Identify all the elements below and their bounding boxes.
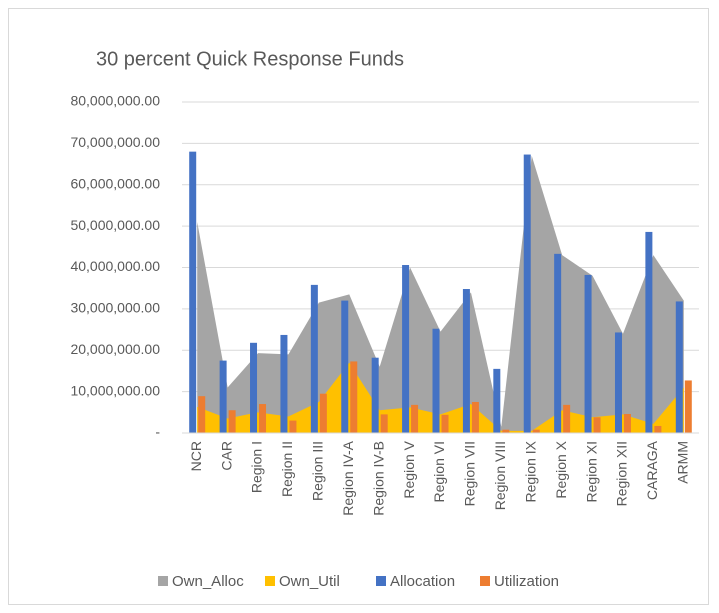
bar [411,404,419,433]
x-tick-label: Region I [249,441,265,493]
bar [441,414,449,433]
x-tick-label: Region X [553,440,569,498]
x-tick-label: ARMM [674,441,690,484]
x-tick-label: CAR [218,441,234,471]
legend-label: Allocation [390,573,455,590]
x-tick-label: Region VI [431,441,447,502]
x-tick-label: Region VIII [492,441,508,510]
x-tick-label: Region IV-B [370,441,386,516]
y-tick-label: 80,000,000.00 [70,93,160,109]
legend-swatch [265,576,275,586]
y-tick-label: 40,000,000.00 [70,258,160,274]
bar [563,404,571,433]
bar [684,380,692,433]
y-tick-label: 10,000,000.00 [70,382,160,398]
bar [532,429,540,433]
bar [259,404,267,433]
x-tick-label: Region II [279,441,295,497]
x-tick-label: Region III [310,441,326,501]
y-tick-label: 70,000,000.00 [70,134,160,150]
bar [371,357,379,433]
bar [645,231,653,433]
bar [584,274,592,433]
bar [350,361,358,433]
bar [402,265,410,433]
legend-label: Utilization [494,573,559,590]
bar [471,401,479,433]
bar [219,360,227,433]
bar [198,396,206,433]
area [197,362,684,433]
bar [502,429,510,433]
y-tick-label: - [155,424,160,440]
bar [493,368,501,433]
bar [228,410,236,433]
bar [593,417,601,433]
bar [380,414,388,433]
bar [523,154,531,433]
x-tick-label: Region VII [462,441,478,506]
bar [319,393,327,433]
x-tick-label: Region XI [583,441,599,502]
y-tick-label: 20,000,000.00 [70,341,160,357]
y-tick-label: 60,000,000.00 [70,175,160,191]
bar [280,334,288,433]
x-tick-label: NCR [188,441,204,471]
x-tick-label: Region IV-A [340,440,356,515]
bar [432,328,440,433]
bar [189,151,197,433]
bar [250,342,258,433]
legend-swatch [158,576,168,586]
x-tick-label: CARAGA [644,440,660,500]
y-tick-label: 50,000,000.00 [70,217,160,233]
legend-swatch [376,576,386,586]
bar [554,253,562,433]
legend-label: Own_Util [279,573,340,590]
x-tick-label: Region V [401,440,417,498]
legend-swatch [480,576,490,586]
bar [675,301,683,433]
bar [289,420,297,433]
chart-title: 30 percent Quick Response Funds [96,48,404,70]
x-tick-label: Region IX [522,440,538,502]
bar [310,284,318,433]
bar [341,300,349,433]
bar [462,289,470,433]
x-tick-label: Region XII [614,441,630,506]
bar [614,332,622,433]
bar [623,413,631,433]
legend-label: Own_Alloc [172,573,244,590]
y-tick-label: 30,000,000.00 [70,300,160,316]
bar [654,425,662,433]
area [197,155,684,433]
